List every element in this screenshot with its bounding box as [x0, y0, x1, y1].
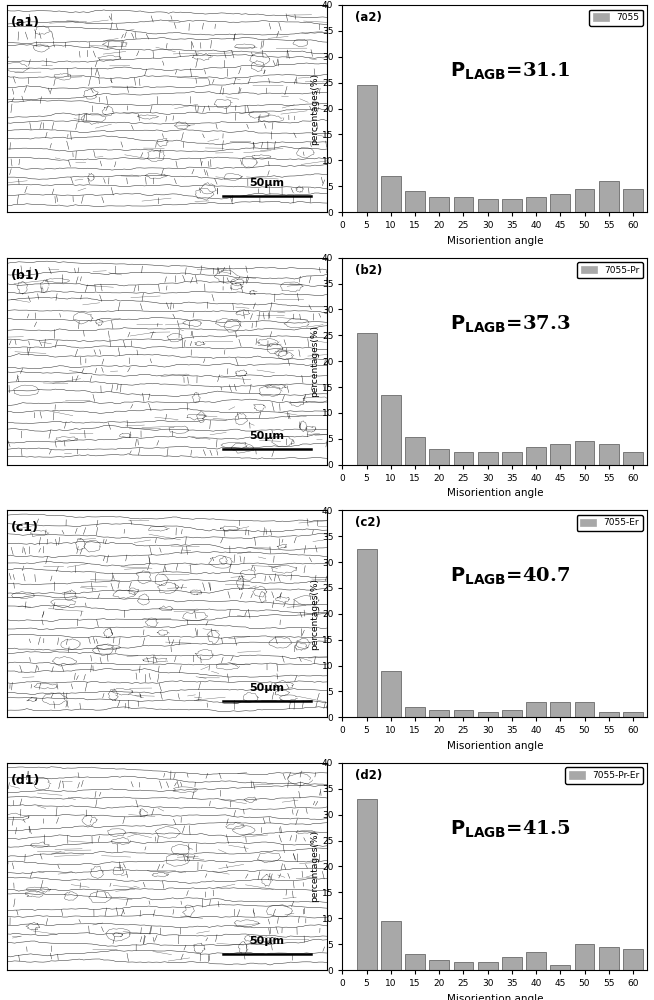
Bar	[551, 194, 570, 212]
Bar	[575, 702, 594, 717]
Bar	[526, 447, 546, 465]
Bar	[623, 949, 643, 970]
Bar	[526, 702, 546, 717]
Text: (c1): (c1)	[11, 521, 39, 534]
Text: (a1): (a1)	[11, 16, 41, 29]
Legend: 7055-Er: 7055-Er	[577, 515, 643, 531]
Text: $\mathbf{P_{LAGB}}$=31.1: $\mathbf{P_{LAGB}}$=31.1	[450, 61, 570, 82]
Y-axis label: percentages(%): percentages(%)	[310, 73, 319, 145]
Bar	[551, 444, 570, 465]
Bar	[454, 452, 473, 465]
Legend: 7055: 7055	[589, 10, 643, 26]
Bar	[478, 712, 498, 717]
Bar	[454, 197, 473, 212]
Bar	[356, 333, 377, 465]
Text: (b1): (b1)	[11, 269, 41, 282]
X-axis label: Misoriention angle: Misoriention angle	[447, 236, 543, 246]
Bar	[405, 437, 425, 465]
Bar	[405, 191, 425, 212]
Bar	[575, 189, 594, 212]
Bar	[623, 452, 643, 465]
Y-axis label: percentages(%): percentages(%)	[310, 830, 319, 902]
Bar	[405, 954, 425, 970]
Text: $\mathbf{P_{LAGB}}$=41.5: $\mathbf{P_{LAGB}}$=41.5	[450, 819, 570, 840]
Bar	[551, 702, 570, 717]
Bar	[381, 395, 401, 465]
Bar	[599, 444, 619, 465]
Bar	[356, 549, 377, 717]
Bar	[429, 197, 449, 212]
Bar	[356, 799, 377, 970]
Bar	[623, 189, 643, 212]
Text: (b2): (b2)	[354, 264, 382, 277]
Bar	[454, 710, 473, 717]
Text: $\mathbf{P_{LAGB}}$=37.3: $\mathbf{P_{LAGB}}$=37.3	[450, 313, 570, 335]
Bar	[623, 712, 643, 717]
Bar	[429, 710, 449, 717]
Text: 50μm: 50μm	[249, 431, 284, 441]
Bar	[575, 944, 594, 970]
Bar	[381, 176, 401, 212]
Bar	[429, 960, 449, 970]
Bar	[429, 449, 449, 465]
Bar	[599, 947, 619, 970]
Text: 50μm: 50μm	[249, 178, 284, 188]
Y-axis label: percentages(%): percentages(%)	[310, 325, 319, 397]
X-axis label: Misoriention angle: Misoriention angle	[447, 488, 543, 498]
Text: (c2): (c2)	[354, 516, 381, 529]
Bar	[405, 707, 425, 717]
Bar	[599, 712, 619, 717]
Bar	[502, 452, 522, 465]
Bar	[599, 181, 619, 212]
Bar	[356, 85, 377, 212]
Bar	[502, 710, 522, 717]
Text: 50μm: 50μm	[249, 683, 284, 693]
Bar	[575, 441, 594, 465]
Bar	[454, 962, 473, 970]
Text: $\mathbf{P_{LAGB}}$=40.7: $\mathbf{P_{LAGB}}$=40.7	[450, 566, 570, 587]
Text: (d2): (d2)	[354, 769, 382, 782]
Bar	[502, 957, 522, 970]
Text: 50μm: 50μm	[249, 936, 284, 946]
Bar	[502, 199, 522, 212]
Legend: 7055-Pr: 7055-Pr	[577, 262, 643, 278]
Text: (d1): (d1)	[11, 774, 41, 787]
Legend: 7055-Pr-Er: 7055-Pr-Er	[565, 767, 643, 784]
Bar	[381, 921, 401, 970]
Bar	[551, 965, 570, 970]
Bar	[526, 952, 546, 970]
X-axis label: Misoriention angle: Misoriention angle	[447, 741, 543, 751]
Y-axis label: percentages(%): percentages(%)	[310, 578, 319, 650]
Bar	[478, 199, 498, 212]
X-axis label: Misoriention angle: Misoriention angle	[447, 994, 543, 1000]
Bar	[478, 962, 498, 970]
Bar	[478, 452, 498, 465]
Text: (a2): (a2)	[354, 11, 381, 24]
Bar	[381, 671, 401, 717]
Bar	[526, 197, 546, 212]
